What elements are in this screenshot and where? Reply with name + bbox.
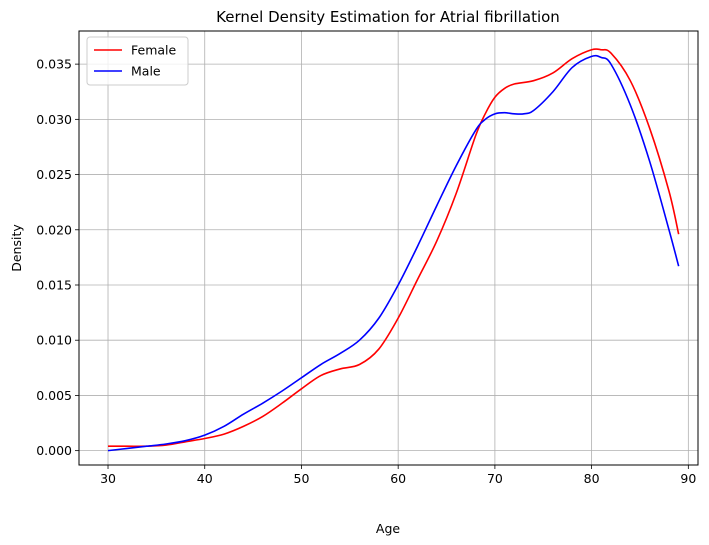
grid: [79, 31, 698, 465]
x-tick-label: 70: [487, 471, 503, 486]
y-axis-ticks: 0.000 0.005 0.010 0.015 0.020 0.025 0.030 0.035: [36, 57, 79, 458]
x-axis-title: Age: [376, 521, 400, 536]
x-tick-label: 60: [390, 471, 406, 486]
y-tick-label: 0.025: [36, 167, 72, 182]
series-lines: [107, 48, 680, 452]
legend-label-female: Female: [131, 43, 177, 58]
y-axis-title: Density: [9, 224, 24, 272]
y-tick-label: 0.030: [36, 112, 72, 127]
legend-label-male: Male: [131, 64, 161, 79]
x-tick-label: 50: [294, 471, 310, 486]
y-tick-label: 0.015: [36, 277, 72, 292]
y-tick-label: 0.005: [36, 388, 72, 403]
x-tick-label: 30: [100, 471, 116, 486]
x-tick-label: 80: [584, 471, 600, 486]
x-tick-label: 90: [680, 471, 696, 486]
y-tick-label: 0.035: [36, 57, 72, 72]
y-tick-label: 0.010: [36, 333, 72, 348]
plot-frame: [78, 30, 699, 466]
chart-title: Kernel Density Estimation for Atrial fib…: [216, 8, 560, 26]
x-tick-label: 40: [197, 471, 213, 486]
series-line-male: [107, 54, 680, 452]
legend-box: [86, 36, 189, 86]
legend: Female Male: [86, 36, 189, 86]
y-tick-label: 0.000: [36, 443, 72, 458]
y-tick-label: 0.020: [36, 222, 72, 237]
series-line-female: [108, 48, 680, 448]
x-axis-ticks: 30 40 50 60 70 80 90: [100, 465, 696, 486]
